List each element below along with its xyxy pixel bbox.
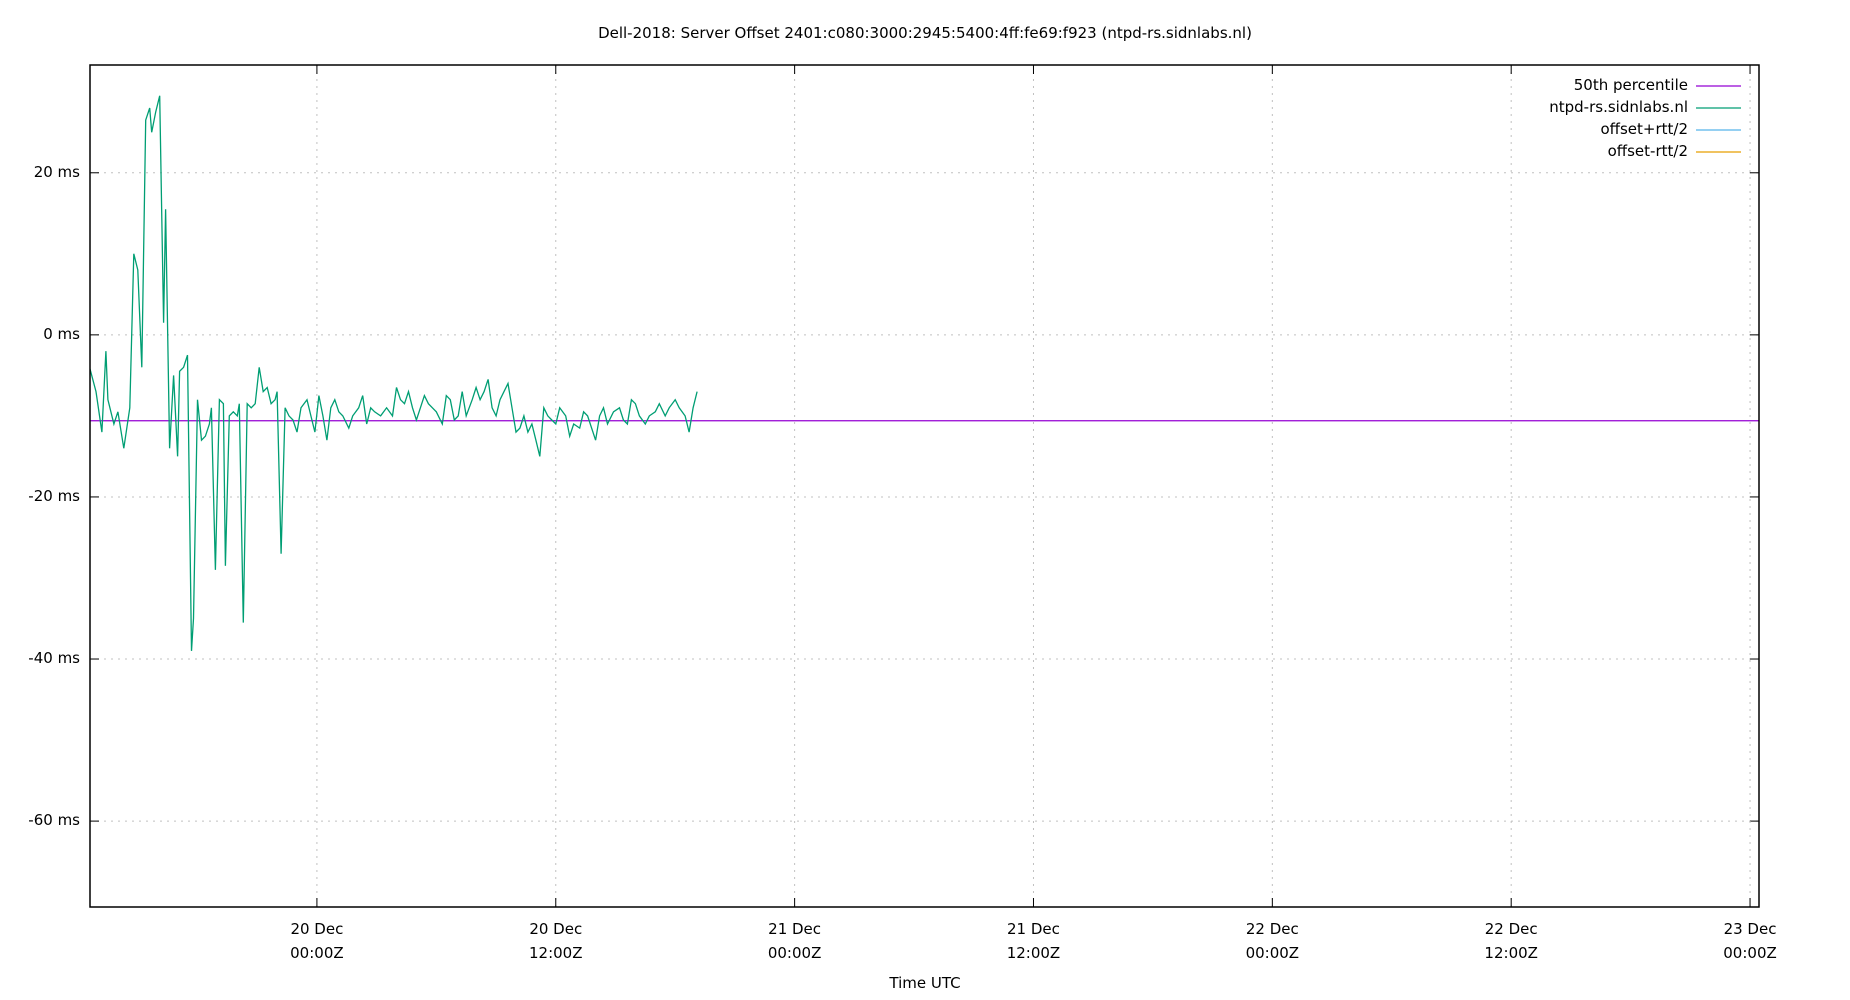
y-tick-label: -60 ms [28, 811, 80, 830]
legend-label: offset+rtt/2 [1600, 120, 1688, 138]
plot-border [89, 64, 1760, 908]
legend-label: 50th percentile [1573, 76, 1688, 94]
y-tick-label: -40 ms [28, 649, 80, 668]
x-tick-label: 20 Dec 12:00Z [529, 920, 583, 962]
x-tick-label: 22 Dec 12:00Z [1484, 920, 1538, 962]
x-axis-title: Time UTC [889, 974, 961, 992]
x-tick-label: 21 Dec 00:00Z [767, 920, 822, 962]
x-tick-label: 22 Dec 00:00Z [1245, 920, 1300, 962]
y-tick-label: 20 ms [33, 162, 80, 181]
y-tick-label: -20 ms [28, 486, 80, 505]
x-tick-label: 20 Dec 00:00Z [290, 920, 344, 962]
x-tick-label: 23 Dec 00:00Z [1723, 920, 1777, 962]
legend-label: ntpd-rs.sidnlabs.nl [1549, 98, 1688, 116]
y-tick-label: 0 ms [43, 324, 80, 343]
x-tick-label: 21 Dec 12:00Z [1006, 920, 1061, 962]
offset-series-line [90, 95, 698, 651]
chart-title: Dell-2018: Server Offset 2401:c080:3000:… [598, 24, 1252, 42]
legend-label: offset-rtt/2 [1607, 142, 1688, 160]
